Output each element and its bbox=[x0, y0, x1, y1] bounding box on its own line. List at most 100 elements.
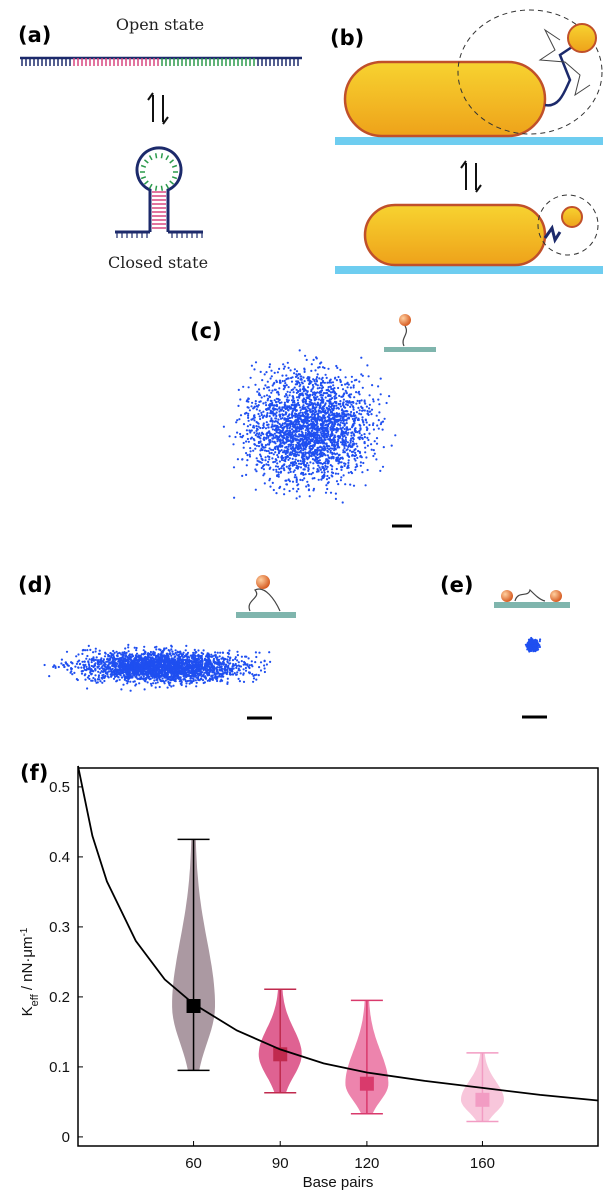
dot bbox=[81, 660, 84, 663]
dot bbox=[268, 365, 271, 369]
tether-icon bbox=[384, 314, 436, 352]
dot bbox=[385, 401, 388, 405]
dot bbox=[304, 354, 307, 357]
dot bbox=[291, 431, 294, 434]
dot bbox=[154, 682, 157, 685]
dot bbox=[276, 371, 279, 374]
dot bbox=[282, 363, 285, 366]
dot bbox=[279, 471, 282, 474]
dot bbox=[366, 427, 369, 430]
dot bbox=[192, 665, 195, 669]
dot bbox=[320, 423, 323, 426]
dot bbox=[375, 437, 379, 440]
dot bbox=[120, 657, 123, 660]
dot bbox=[293, 372, 296, 375]
dot bbox=[347, 394, 350, 397]
hairpin-bases bbox=[116, 153, 203, 238]
dot bbox=[356, 418, 359, 421]
dot bbox=[268, 651, 271, 654]
equilibrium-arrows bbox=[460, 160, 482, 193]
dot bbox=[278, 367, 281, 370]
dot bbox=[156, 681, 159, 684]
dot bbox=[291, 441, 294, 444]
dot bbox=[318, 466, 321, 469]
dot bbox=[252, 680, 255, 683]
dot bbox=[349, 445, 353, 449]
dot bbox=[292, 470, 295, 473]
dot bbox=[272, 488, 275, 492]
dot bbox=[276, 465, 280, 468]
dot bbox=[328, 399, 331, 403]
dot bbox=[285, 424, 288, 427]
dot bbox=[245, 429, 248, 432]
dot bbox=[342, 398, 345, 401]
dot bbox=[118, 669, 121, 672]
dot bbox=[99, 680, 102, 683]
dot bbox=[375, 414, 378, 417]
dot bbox=[322, 398, 325, 401]
dot bbox=[299, 406, 302, 409]
dot bbox=[247, 397, 250, 400]
dot bbox=[321, 454, 324, 458]
dot bbox=[345, 428, 349, 431]
dot bbox=[366, 468, 369, 472]
dot bbox=[362, 423, 366, 426]
dot bbox=[334, 472, 337, 475]
dot bbox=[295, 476, 298, 479]
dot bbox=[148, 656, 151, 659]
dot bbox=[311, 393, 314, 397]
dot bbox=[285, 456, 288, 459]
dot bbox=[316, 468, 319, 471]
dot bbox=[98, 649, 101, 652]
dot bbox=[293, 460, 297, 463]
dot bbox=[113, 675, 117, 679]
dot bbox=[235, 421, 238, 424]
dot bbox=[110, 668, 113, 671]
dot bbox=[337, 428, 340, 431]
dot bbox=[152, 682, 155, 685]
dot bbox=[284, 430, 287, 433]
dot bbox=[285, 406, 289, 409]
dot bbox=[250, 663, 253, 667]
base bbox=[143, 180, 149, 185]
dot bbox=[319, 404, 322, 407]
dot bbox=[329, 428, 332, 431]
dot bbox=[299, 478, 302, 481]
dot bbox=[335, 407, 338, 410]
dot bbox=[337, 423, 340, 426]
dot bbox=[344, 383, 347, 386]
dot bbox=[126, 663, 129, 667]
dot bbox=[332, 436, 336, 439]
dot bbox=[262, 474, 265, 477]
dot bbox=[97, 659, 100, 662]
dot bbox=[300, 378, 303, 381]
dot bbox=[242, 668, 245, 671]
dot bbox=[284, 382, 287, 385]
dot bbox=[358, 450, 361, 453]
dot bbox=[301, 411, 304, 414]
dot bbox=[331, 453, 334, 456]
dot bbox=[272, 461, 275, 464]
dot bbox=[310, 369, 313, 372]
dot bbox=[330, 430, 333, 433]
dot bbox=[259, 437, 262, 440]
dot bbox=[273, 371, 276, 374]
dot bbox=[321, 408, 324, 411]
dot bbox=[273, 436, 276, 439]
dot bbox=[310, 390, 313, 393]
dot bbox=[313, 396, 316, 399]
dot bbox=[249, 450, 252, 453]
dot bbox=[316, 447, 319, 450]
dot bbox=[288, 429, 291, 432]
dot bbox=[256, 435, 259, 438]
dot bbox=[323, 432, 326, 435]
dot bbox=[289, 425, 292, 428]
dot bbox=[303, 380, 306, 383]
dot bbox=[297, 430, 301, 433]
dot bbox=[372, 422, 375, 425]
dot bbox=[195, 681, 198, 684]
dot bbox=[239, 398, 242, 401]
dot bbox=[291, 376, 294, 379]
dot bbox=[283, 384, 286, 388]
dot bbox=[231, 670, 234, 673]
